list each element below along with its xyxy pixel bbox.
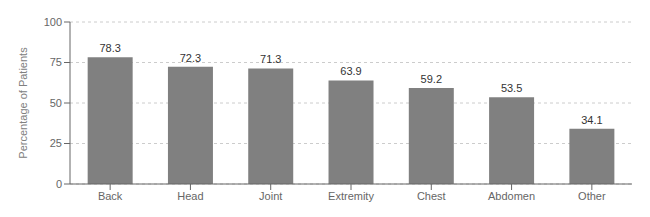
svg-text:Chest: Chest [417, 190, 446, 202]
svg-text:0: 0 [56, 178, 62, 190]
svg-text:Extremity: Extremity [328, 190, 374, 202]
svg-text:50: 50 [50, 97, 62, 109]
svg-text:Back: Back [98, 190, 123, 202]
svg-text:59.2: 59.2 [421, 73, 442, 85]
svg-text:Head: Head [177, 190, 203, 202]
svg-text:Other: Other [578, 190, 606, 202]
svg-text:71.3: 71.3 [260, 53, 281, 65]
svg-text:78.3: 78.3 [99, 42, 120, 54]
svg-text:100: 100 [44, 16, 62, 28]
svg-text:72.3: 72.3 [180, 52, 201, 64]
svg-text:34.1: 34.1 [581, 114, 602, 126]
svg-text:63.9: 63.9 [340, 65, 361, 77]
svg-text:Percentage of Patients: Percentage of Patients [17, 47, 29, 159]
svg-text:25: 25 [50, 137, 62, 149]
svg-text:75: 75 [50, 56, 62, 68]
svg-text:Abdomen: Abdomen [488, 190, 535, 202]
svg-text:53.5: 53.5 [501, 82, 522, 94]
svg-text:Joint: Joint [259, 190, 282, 202]
